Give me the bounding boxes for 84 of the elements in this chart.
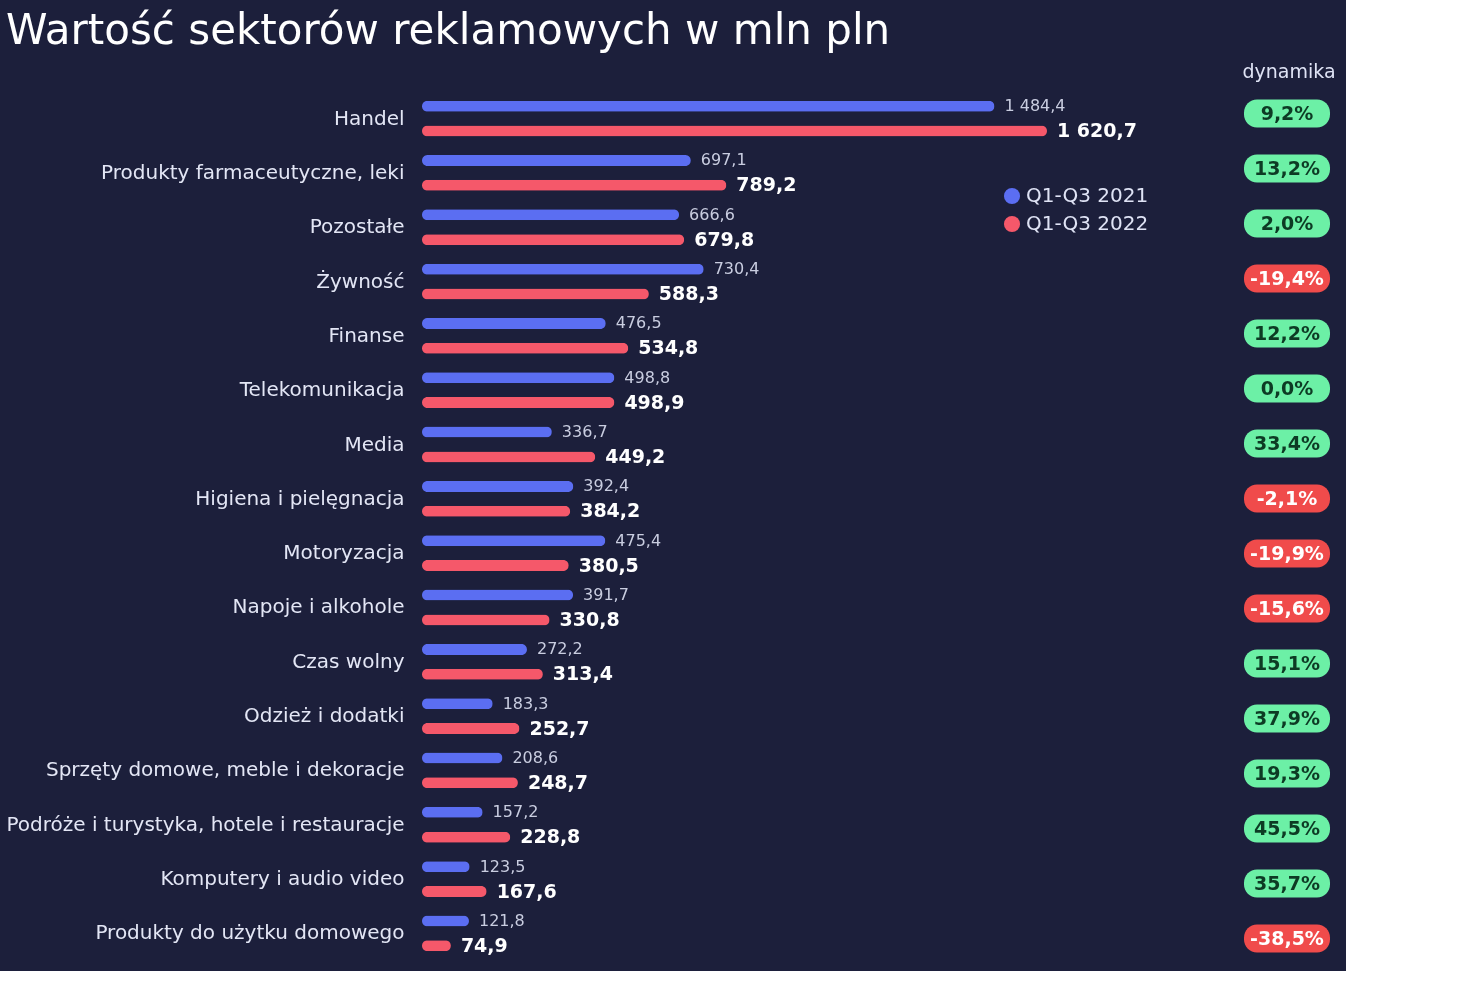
legend-label: Q1-Q3 2021 — [1026, 183, 1149, 207]
bar — [422, 179, 727, 191]
data-label: 449,2 — [605, 444, 666, 467]
data-label: 384,2 — [580, 499, 641, 522]
bar — [422, 209, 680, 221]
data-label: 1 620,7 — [1057, 119, 1137, 142]
y-tick-label: Handel — [333, 105, 405, 130]
data-label: 121,8 — [478, 910, 525, 930]
text: -19,4% — [1250, 266, 1324, 289]
bar — [422, 288, 649, 300]
text: 0,0% — [1260, 376, 1314, 399]
y-tick-label: Czas wolny — [292, 648, 405, 673]
bar — [422, 886, 487, 897]
data-label: 475,4 — [615, 530, 662, 550]
bar — [422, 397, 615, 409]
text: 2,0% — [1260, 211, 1314, 234]
data-label: 167,6 — [496, 879, 557, 902]
text: -15,6% — [1250, 596, 1324, 619]
data-label: 789,2 — [736, 173, 797, 196]
data-label: 679,8 — [694, 227, 755, 250]
data-label: 730,4 — [713, 259, 760, 279]
data-label: 498,8 — [624, 367, 671, 387]
y-tick-label: Komputery i audio video — [160, 866, 405, 891]
chart-title: Wartość sektorów reklamowych w mln pln — [5, 5, 891, 54]
data-label: 157,2 — [492, 802, 539, 822]
y-tick-label: Produkty do użytku domowego — [95, 920, 405, 945]
text: 37,9% — [1254, 706, 1320, 729]
data-label: 313,4 — [552, 662, 613, 685]
y-tick-label: Pozostałe — [309, 214, 405, 239]
text: -38,5% — [1250, 926, 1324, 949]
data-label: 330,8 — [559, 607, 620, 630]
bar — [422, 480, 574, 492]
data-label: 272,2 — [536, 639, 583, 659]
y-tick-label: Odzież i dodatki — [244, 703, 405, 728]
y-tick-label: Produkty farmaceutyczne, leki — [101, 159, 405, 184]
data-label: 248,7 — [527, 770, 589, 793]
data-label: 476,5 — [615, 313, 662, 333]
bar — [422, 723, 520, 735]
text: -2,1% — [1256, 486, 1318, 509]
data-label: 1 484,4 — [1004, 96, 1066, 116]
y-tick-label: Higiena i pielęgnacja — [195, 485, 405, 510]
y-tick-label: Podróże i turystyka, hotele i restauracje — [6, 811, 405, 836]
legend-label: Q1-Q3 2022 — [1026, 211, 1149, 235]
y-tick-label: Motoryzacja — [283, 540, 405, 565]
y-tick-label: Żywność — [316, 268, 405, 293]
y-tick-label: Telekomunikacja — [238, 377, 405, 402]
y-tick-label: Napoje i alkohole — [232, 594, 405, 619]
data-label: 336,7 — [561, 422, 608, 442]
data-label: 208,6 — [512, 748, 559, 768]
data-label: 228,8 — [520, 825, 581, 848]
bar — [422, 342, 629, 354]
bar — [422, 317, 606, 329]
data-label: 391,7 — [583, 585, 629, 605]
bar — [422, 263, 704, 275]
bar — [422, 560, 569, 572]
text: -19,9% — [1250, 541, 1324, 564]
y-tick-label: Media — [344, 431, 405, 456]
data-label: 380,5 — [578, 553, 639, 576]
data-label: 392,4 — [583, 476, 630, 496]
text: 9,2% — [1260, 101, 1314, 124]
data-label: 183,3 — [502, 693, 549, 713]
text: 45,5% — [1254, 816, 1320, 839]
y-tick-label: Sprzęty domowe, meble i dekoracje — [45, 757, 405, 782]
bar — [422, 643, 527, 655]
text: 15,1% — [1254, 651, 1320, 674]
bar — [422, 234, 685, 246]
data-label: 498,9 — [624, 390, 685, 413]
bar — [422, 155, 691, 166]
text: 35,7% — [1254, 871, 1320, 894]
y-tick-label: Finanse — [328, 322, 405, 347]
data-label: 252,7 — [529, 716, 590, 739]
text: 33,4% — [1254, 431, 1320, 454]
data-label: 74,9 — [460, 933, 508, 956]
data-label: 123,5 — [479, 856, 526, 876]
data-label: 666,6 — [689, 204, 735, 224]
text: 19,3% — [1254, 761, 1320, 784]
text: 12,2% — [1254, 321, 1320, 344]
bar — [422, 125, 1047, 137]
data-label: 534,8 — [638, 336, 699, 359]
data-label: 697,1 — [700, 150, 747, 170]
data-label: 588,3 — [658, 281, 719, 304]
bar — [422, 100, 995, 112]
text: dynamika — [1242, 60, 1336, 82]
text: 13,2% — [1254, 156, 1320, 179]
